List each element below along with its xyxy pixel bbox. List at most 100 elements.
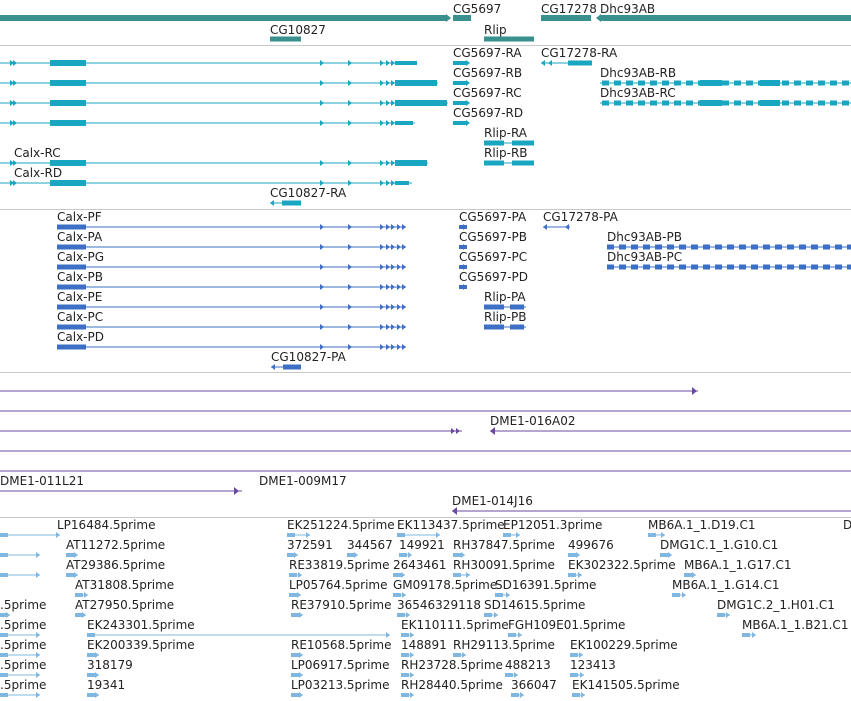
strand-arrow-right: [391, 160, 395, 166]
protein-label[interactable]: Calx-PG: [57, 250, 105, 264]
transcript-label[interactable]: Rlip-RB: [484, 146, 528, 160]
est-label[interactable]: LP16484.5prime: [57, 518, 156, 532]
est-label[interactable]: .5prime: [0, 618, 47, 632]
gene-label[interactable]: CG10827: [270, 23, 326, 37]
est-label[interactable]: EK200339.5prime: [87, 638, 195, 652]
est-label[interactable]: DMG1C.1_1.G10.C1: [660, 538, 779, 552]
protein-label[interactable]: CG5697-PC: [459, 250, 528, 264]
est-label[interactable]: EK113437.5prime: [397, 518, 505, 532]
est-label[interactable]: MB6A.1_1.G17.C1: [684, 558, 792, 572]
est-label[interactable]: RH28440.5prime: [401, 678, 503, 692]
clone-label[interactable]: DME1-016A02: [490, 414, 576, 428]
est-label[interactable]: 499676: [568, 538, 614, 552]
est-label[interactable]: EK251224.5prime: [287, 518, 395, 532]
est-label[interactable]: 318179: [87, 658, 133, 672]
est-label[interactable]: SD16391.5prime: [495, 578, 597, 592]
est-label[interactable]: 36546329118: [397, 598, 481, 612]
est-label[interactable]: 123413: [570, 658, 616, 672]
transcript-label[interactable]: Dhc93AB-RC: [600, 86, 676, 100]
est-label[interactable]: EK110111.5prime: [401, 618, 509, 632]
feature-exon-block: [401, 633, 409, 637]
protein-label[interactable]: Dhc93AB-PC: [607, 250, 683, 264]
protein-label[interactable]: Dhc93AB-PB: [607, 230, 682, 244]
clone-label[interactable]: DME1-011L21: [0, 474, 84, 488]
transcript-label[interactable]: Rlip-RA: [484, 126, 528, 140]
transcript-label[interactable]: CG5697-RC: [453, 86, 522, 100]
est-label[interactable]: 2643461: [393, 558, 447, 572]
transcript-label[interactable]: Calx-RD: [14, 166, 63, 180]
transcript-label[interactable]: Dhc93AB-RB: [600, 66, 677, 80]
transcript-label[interactable]: CG5697-RD: [453, 106, 524, 120]
gene-label[interactable]: CG5697: [453, 2, 502, 16]
gene-label[interactable]: CG17278: [541, 2, 597, 16]
protein-label[interactable]: CG17278-PA: [543, 210, 618, 224]
est-label[interactable]: 366047: [511, 678, 557, 692]
est-label[interactable]: EK141505.5prime: [572, 678, 680, 692]
protein-label[interactable]: CG5697-PD: [459, 270, 529, 284]
est-label[interactable]: EK100229.5prime: [570, 638, 678, 652]
feature-exon-block: [0, 573, 8, 577]
est-label[interactable]: RE33819.5prime: [289, 558, 390, 572]
protein-label[interactable]: Calx-PA: [57, 230, 103, 244]
est-label[interactable]: .5prime: [0, 638, 47, 652]
protein-label[interactable]: Calx-PE: [57, 290, 103, 304]
protein-label[interactable]: CG10827-PA: [271, 350, 346, 364]
est-label[interactable]: RH37847.5prime: [453, 538, 555, 552]
est-label[interactable]: 372591: [287, 538, 333, 552]
gene-label[interactable]: Rlip: [484, 23, 507, 37]
protein-label[interactable]: Rlip-PB: [484, 310, 527, 324]
est-label[interactable]: RH29113.5prime: [453, 638, 555, 652]
transcript-label[interactable]: CG10827-RA: [270, 186, 347, 200]
transcript-label[interactable]: Calx-RC: [14, 146, 61, 160]
protein-label[interactable]: Calx-PB: [57, 270, 103, 284]
est-label[interactable]: AT11272.5prime: [66, 538, 166, 552]
strand-arrow-right: [410, 672, 414, 678]
est-label[interactable]: AT31808.5prime: [75, 578, 175, 592]
est-label[interactable]: MB6A.1_1.D19.C1: [648, 518, 756, 532]
feature-exon-block: [395, 181, 409, 185]
est-label[interactable]: RH30091.5prime: [453, 558, 555, 572]
est-label[interactable]: 488213: [505, 658, 551, 672]
est-label[interactable]: RE37910.5prime: [291, 598, 392, 612]
est-label[interactable]: EK243301.5prime: [87, 618, 195, 632]
transcript-label[interactable]: CG17278-RA: [541, 46, 618, 60]
est-label[interactable]: EK302322.5prime: [568, 558, 676, 572]
gene-label[interactable]: Dhc93AB: [600, 2, 656, 16]
est-label[interactable]: 344567: [347, 538, 393, 552]
est-label[interactable]: FGH109E01.5prime: [508, 618, 626, 632]
est-label[interactable]: LP06917.5prime: [291, 658, 390, 672]
est-label[interactable]: LP05764.5prime: [289, 578, 388, 592]
transcript-label[interactable]: CG5697-RA: [453, 46, 522, 60]
est-label[interactable]: .5prime: [0, 678, 47, 692]
transcript-label[interactable]: CG5697-RB: [453, 66, 523, 80]
est-label[interactable]: EP12051.3prime: [503, 518, 603, 532]
feature-exon-block: [510, 304, 524, 310]
protein-label[interactable]: Calx-PC: [57, 310, 104, 324]
clone-label[interactable]: DME1-014J16: [452, 494, 533, 508]
est-label[interactable]: MB6A.1_1.G14.C1: [672, 578, 780, 592]
est-label[interactable]: AT27950.5prime: [75, 598, 175, 612]
feature-exon-block: [638, 100, 645, 106]
est-label[interactable]: 148891: [401, 638, 447, 652]
protein-label[interactable]: CG5697-PB: [459, 230, 528, 244]
est-label[interactable]: SD14615.5prime: [484, 598, 586, 612]
est-label[interactable]: .5prime: [0, 658, 47, 672]
est-label[interactable]: MB6A.1_1.B21.C1: [742, 618, 849, 632]
est-label[interactable]: LP03213.5prime: [291, 678, 390, 692]
protein-label[interactable]: CG5697-PA: [459, 210, 527, 224]
est-label[interactable]: 19341: [87, 678, 126, 692]
est-label[interactable]: RH23728.5prime: [401, 658, 503, 672]
est-label[interactable]: DMG1C.2_1.H01.C1: [717, 598, 835, 612]
strand-arrow-right: [297, 592, 301, 598]
est-label[interactable]: AT29386.5prime: [66, 558, 166, 572]
protein-label[interactable]: Rlip-PA: [484, 290, 526, 304]
est-label[interactable]: D: [843, 518, 851, 532]
protein-label[interactable]: Calx-PD: [57, 330, 104, 344]
est-label[interactable]: .5prime: [0, 598, 47, 612]
protein-label[interactable]: Calx-PF: [57, 210, 102, 224]
est-label[interactable]: RE10568.5prime: [291, 638, 392, 652]
est-label[interactable]: GM09178.5prime: [393, 578, 498, 592]
est-label[interactable]: 149921: [399, 538, 445, 552]
clone-label[interactable]: DME1-009M17: [259, 474, 347, 488]
